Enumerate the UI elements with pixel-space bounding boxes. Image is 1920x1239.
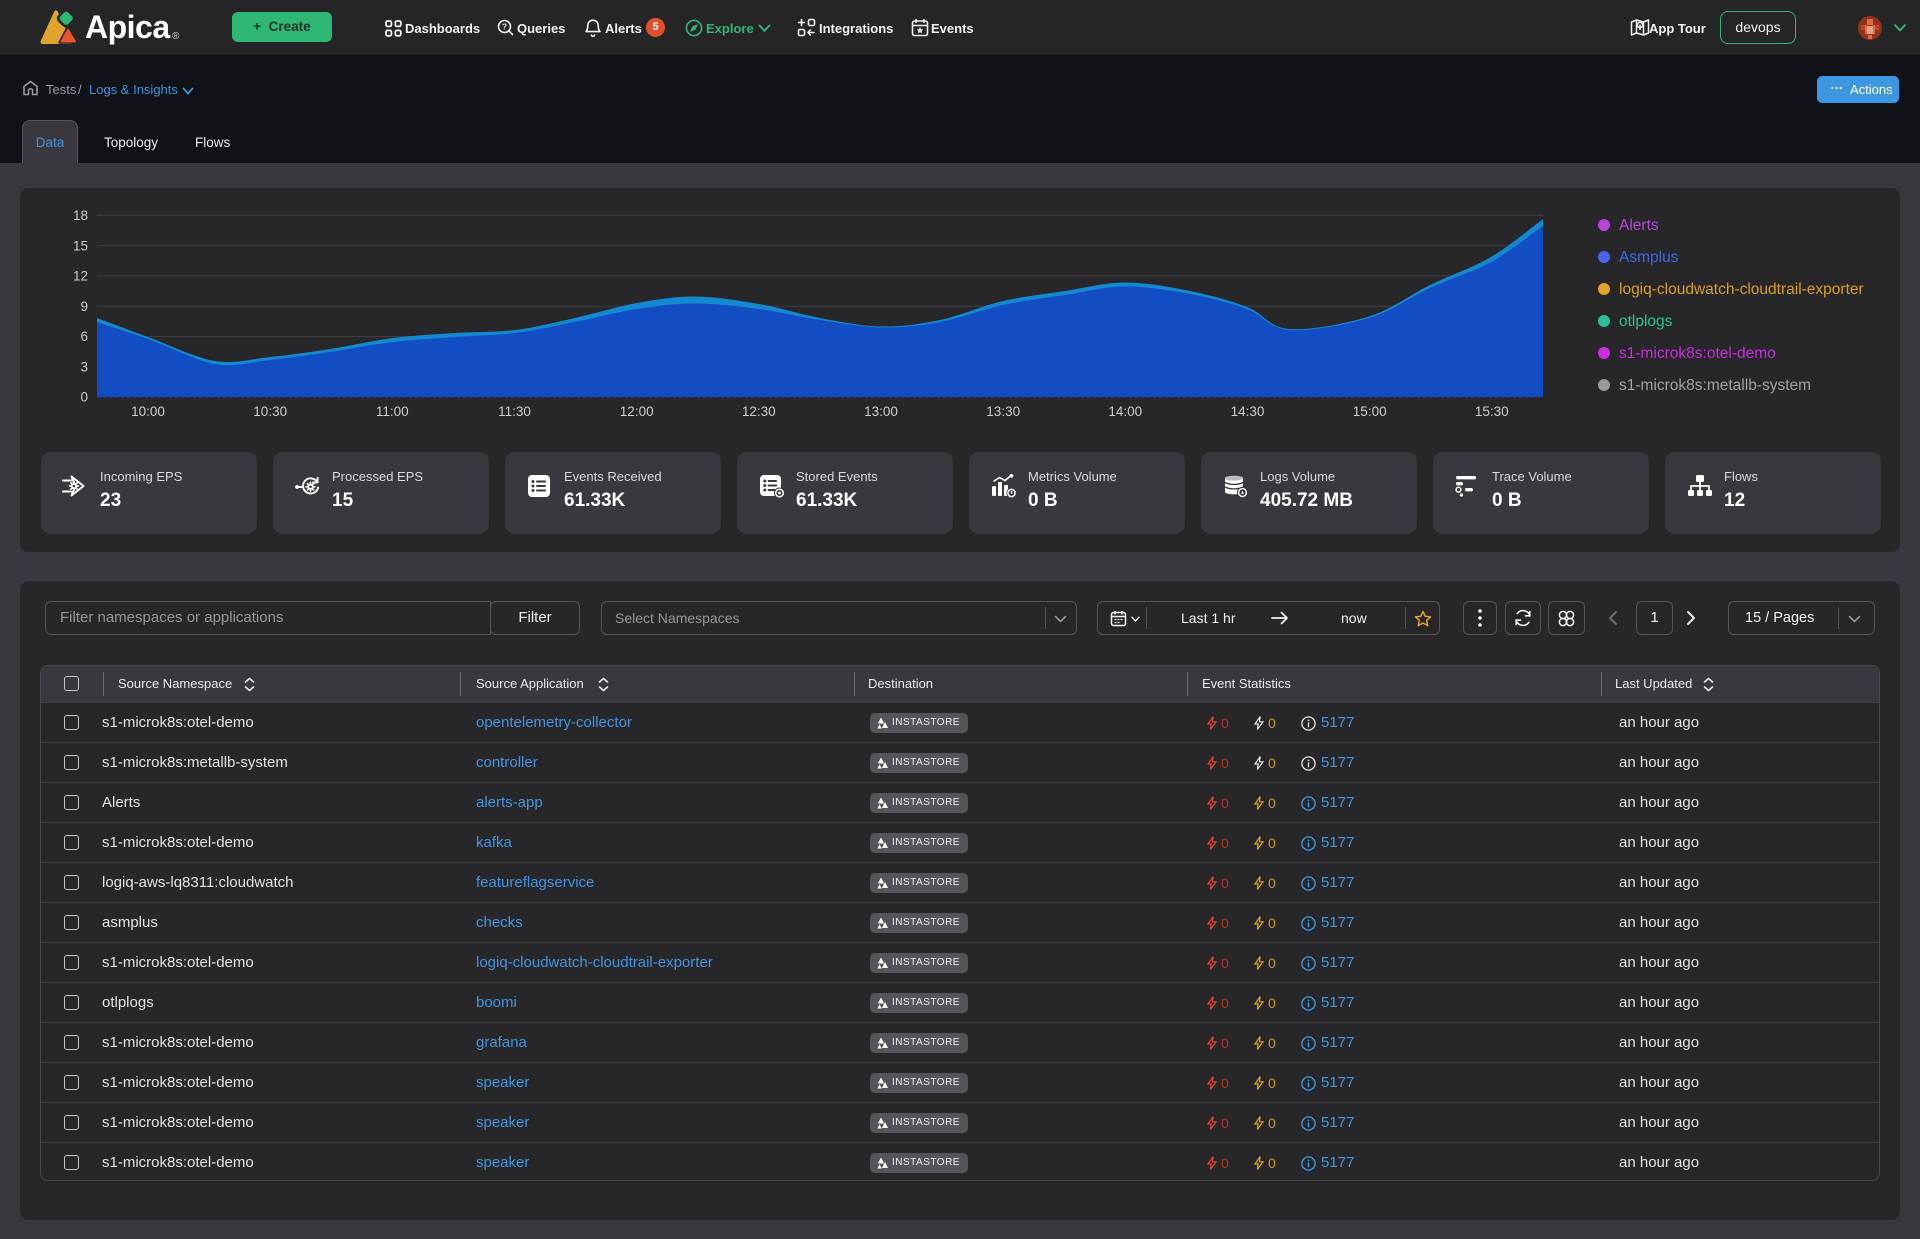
svg-text:18: 18 xyxy=(73,208,88,223)
svg-text:9: 9 xyxy=(80,299,88,314)
svg-text:15:00: 15:00 xyxy=(1353,404,1387,419)
svg-text:6: 6 xyxy=(80,329,88,344)
svg-text:15: 15 xyxy=(73,238,88,253)
svg-text:Alerts: Alerts xyxy=(1619,217,1659,234)
svg-text:13:00: 13:00 xyxy=(864,404,898,419)
svg-text:12:30: 12:30 xyxy=(742,404,776,419)
svg-text:11:00: 11:00 xyxy=(376,404,409,419)
svg-text:?: ? xyxy=(502,21,507,31)
svg-text:14:00: 14:00 xyxy=(1108,404,1142,419)
svg-text:Asmplus: Asmplus xyxy=(1619,249,1679,266)
svg-text:3: 3 xyxy=(80,360,88,375)
svg-text:0: 0 xyxy=(80,390,88,405)
svg-text:15:30: 15:30 xyxy=(1475,404,1509,419)
svg-text:logiq-cloudwatch-cloudtrail-ex: logiq-cloudwatch-cloudtrail-exporter xyxy=(1619,281,1864,298)
svg-text:13:30: 13:30 xyxy=(986,404,1020,419)
svg-text:12:00: 12:00 xyxy=(620,404,654,419)
svg-text:10:30: 10:30 xyxy=(253,404,287,419)
svg-text:s1-microk8s:metallb-system: s1-microk8s:metallb-system xyxy=(1619,377,1811,394)
svg-text:10:00: 10:00 xyxy=(131,404,165,419)
svg-text:s1-microk8s:otel-demo: s1-microk8s:otel-demo xyxy=(1619,345,1776,362)
svg-text:otlplogs: otlplogs xyxy=(1619,313,1673,330)
svg-text:11:30: 11:30 xyxy=(498,404,531,419)
svg-text:12: 12 xyxy=(73,269,88,284)
svg-text:14:30: 14:30 xyxy=(1231,404,1265,419)
